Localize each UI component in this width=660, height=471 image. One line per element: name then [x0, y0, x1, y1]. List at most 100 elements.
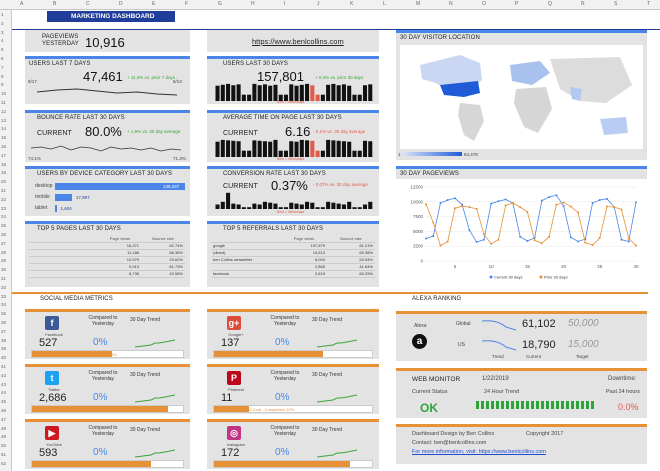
goal-progress-bar: [31, 405, 184, 413]
row-header-11[interactable]: 11: [1, 100, 6, 105]
users-30-title: USERS LAST 30 DAYS: [223, 61, 288, 67]
row-header-38[interactable]: 38: [1, 337, 7, 343]
row-header-35[interactable]: 35: [1, 311, 7, 317]
column-header-c[interactable]: C: [86, 1, 90, 7]
column-header-o[interactable]: O: [482, 1, 486, 7]
row-header-32[interactable]: 32: [1, 284, 7, 290]
row-header-24[interactable]: 24: [1, 214, 7, 220]
row-header-48[interactable]: 48: [1, 425, 7, 431]
row-header-50[interactable]: 50: [1, 443, 7, 449]
column-header-k[interactable]: K: [350, 1, 354, 7]
row-header-42[interactable]: 42: [1, 372, 7, 378]
column-header-m[interactable]: M: [416, 1, 421, 7]
users-7-axis-left: 8/17: [28, 79, 37, 84]
row-header-27[interactable]: 27: [1, 240, 7, 246]
alexa-target-label: Target: [576, 354, 589, 359]
column-header-p[interactable]: P: [515, 1, 519, 7]
row-header-36[interactable]: 36: [1, 320, 7, 325]
data-point: [627, 237, 630, 240]
row-header-43[interactable]: 43: [1, 381, 7, 387]
row-header-31[interactable]: 31: [1, 276, 7, 281]
table-cell: 197,579: [281, 242, 327, 250]
social-pct: 0%: [93, 337, 108, 348]
uptime-bar: [576, 401, 579, 409]
row-header-40[interactable]: 40: [1, 355, 7, 361]
row-header-15[interactable]: 15: [1, 135, 7, 141]
row-header-21[interactable]: 21: [1, 188, 7, 193]
alexa-label: Alexa: [414, 323, 427, 329]
site-url-link[interactable]: https://www.benlcollins.com: [252, 37, 344, 46]
column-header-l[interactable]: L: [383, 1, 386, 7]
row-header-49[interactable]: 49: [1, 434, 7, 440]
row-header-34[interactable]: 34: [1, 302, 7, 308]
row-header-23[interactable]: 23: [1, 205, 7, 211]
column-header-d[interactable]: D: [119, 1, 123, 7]
sparkbar: [368, 201, 373, 209]
data-point: [497, 200, 500, 203]
column-header-e[interactable]: E: [152, 1, 156, 7]
row-header-4[interactable]: 4: [1, 38, 4, 44]
row-header-26[interactable]: 26: [1, 232, 7, 237]
row-header-52[interactable]: 52: [1, 460, 7, 466]
row-header-10[interactable]: 10: [1, 91, 7, 97]
row-header-18[interactable]: 18: [1, 161, 7, 167]
row-header-9[interactable]: 9: [1, 82, 4, 88]
row-header-2[interactable]: 2: [1, 20, 4, 26]
column-header-j[interactable]: J: [317, 1, 320, 7]
top-referrals-title: TOP 5 REFERRALS LAST 30 DAYS: [223, 226, 324, 232]
row-header-14[interactable]: 14: [1, 126, 7, 132]
column-header-f[interactable]: F: [185, 1, 189, 7]
row-header-5[interactable]: 5: [1, 47, 4, 53]
row-header-12[interactable]: 12: [1, 108, 7, 114]
row-header-16[interactable]: 16: [1, 144, 7, 149]
legend-label: Current 30 days: [494, 275, 522, 280]
row-header-39[interactable]: 39: [1, 346, 7, 352]
social-separator: [12, 292, 648, 294]
column-header-b[interactable]: B: [53, 1, 57, 7]
row-header-20[interactable]: 20: [1, 179, 7, 185]
monitor-downtime-label: Downtime:: [608, 376, 637, 382]
column-header-q[interactable]: Q: [548, 1, 552, 7]
column-header-s[interactable]: S: [614, 1, 618, 7]
row-header-1[interactable]: 1: [1, 12, 4, 17]
goal-progress-fill: [214, 461, 350, 467]
row-header-17[interactable]: 17: [1, 152, 7, 158]
row-header-19[interactable]: 19: [1, 170, 7, 176]
row-header-bar: 1 2 3 4 5 6 7 8 9 10 11 12 13 14 15 16 17 18 19 20 21 22 23 24 2…: [0, 10, 12, 471]
row-header-13[interactable]: 13: [1, 117, 7, 123]
row-header-37[interactable]: 37: [1, 328, 7, 334]
sparkbar: [273, 203, 278, 209]
column-header-n[interactable]: N: [449, 1, 453, 7]
row-header-22[interactable]: 22: [1, 196, 7, 202]
row-header-33[interactable]: 33: [1, 293, 7, 299]
device-label: mobile: [35, 194, 50, 200]
data-point: [453, 207, 456, 210]
column-header-t[interactable]: T: [647, 1, 651, 7]
row-header-25[interactable]: 25: [1, 223, 7, 229]
column-header-g[interactable]: G: [218, 1, 222, 7]
table-row: facebook 2,615 60.25%: [211, 270, 375, 278]
row-header-47[interactable]: 47: [1, 416, 7, 422]
column-header-h[interactable]: H: [251, 1, 255, 7]
row-header-3[interactable]: 3: [1, 29, 4, 35]
row-header-30[interactable]: 30: [1, 267, 7, 273]
column-header-i[interactable]: I: [284, 1, 286, 7]
row-header-28[interactable]: 28: [1, 249, 7, 255]
row-header-51[interactable]: 51: [1, 452, 7, 457]
social-network-name: Facebook: [45, 332, 63, 337]
table-cell: [211, 263, 281, 271]
row-header-8[interactable]: 8: [1, 73, 4, 79]
row-header-45[interactable]: 45: [1, 399, 7, 405]
row-header-7[interactable]: 7: [1, 64, 4, 70]
footer-more-link[interactable]: For more information, visit: https://www…: [412, 449, 546, 455]
row-header-46[interactable]: 46: [1, 408, 7, 413]
row-header-29[interactable]: 29: [1, 258, 7, 264]
row-header-6[interactable]: 6: [1, 56, 4, 61]
column-header-r[interactable]: R: [581, 1, 585, 7]
column-header-a[interactable]: A: [20, 1, 24, 7]
sparkbar: [262, 84, 267, 101]
footer-contact: Contact: ben@benlcollins.com: [412, 440, 487, 446]
row-header-44[interactable]: 44: [1, 390, 7, 396]
data-point: [598, 236, 601, 239]
row-header-41[interactable]: 41: [1, 364, 7, 369]
